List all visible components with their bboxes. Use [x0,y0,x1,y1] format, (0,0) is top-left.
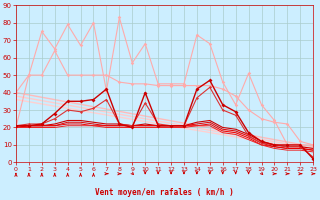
X-axis label: Vent moyen/en rafales ( km/h ): Vent moyen/en rafales ( km/h ) [95,188,234,197]
